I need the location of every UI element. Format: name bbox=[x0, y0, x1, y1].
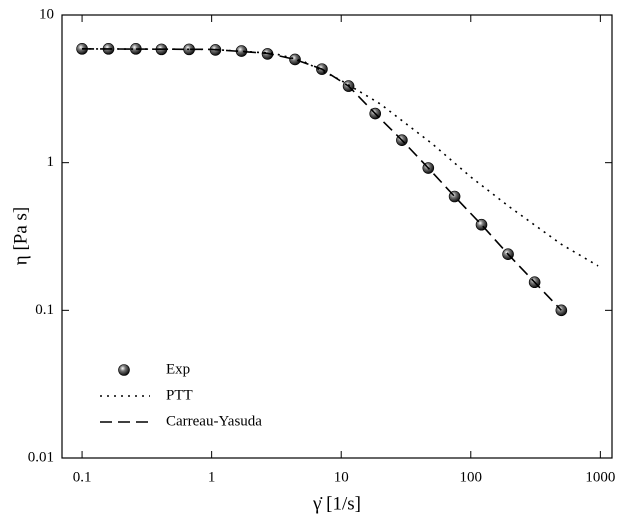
y-tick-label: 10 bbox=[39, 6, 54, 22]
series-line bbox=[82, 48, 562, 311]
y-tick-label: 1 bbox=[47, 154, 55, 170]
data-point bbox=[289, 53, 301, 66]
x-tick-label: 10 bbox=[334, 469, 349, 485]
y-tick-label: 0.1 bbox=[35, 302, 54, 318]
legend-label: PTT bbox=[166, 387, 193, 403]
plot-frame bbox=[61, 14, 613, 459]
y-axis-label: η [Pa s] bbox=[10, 207, 31, 265]
legend-label: Carreau-Yasuda bbox=[166, 413, 262, 429]
series-line bbox=[82, 48, 599, 267]
legend-marker bbox=[118, 364, 130, 376]
y-tick-label: 0.01 bbox=[28, 449, 54, 465]
x-axis-label: γ̇ [1/s] bbox=[312, 493, 361, 514]
x-tick-label: 1000 bbox=[585, 469, 615, 485]
x-tick-label: 100 bbox=[460, 469, 483, 485]
legend-label: Exp bbox=[166, 361, 190, 377]
x-tick-label: 0.1 bbox=[73, 469, 92, 485]
x-tick-label: 1 bbox=[208, 469, 216, 485]
